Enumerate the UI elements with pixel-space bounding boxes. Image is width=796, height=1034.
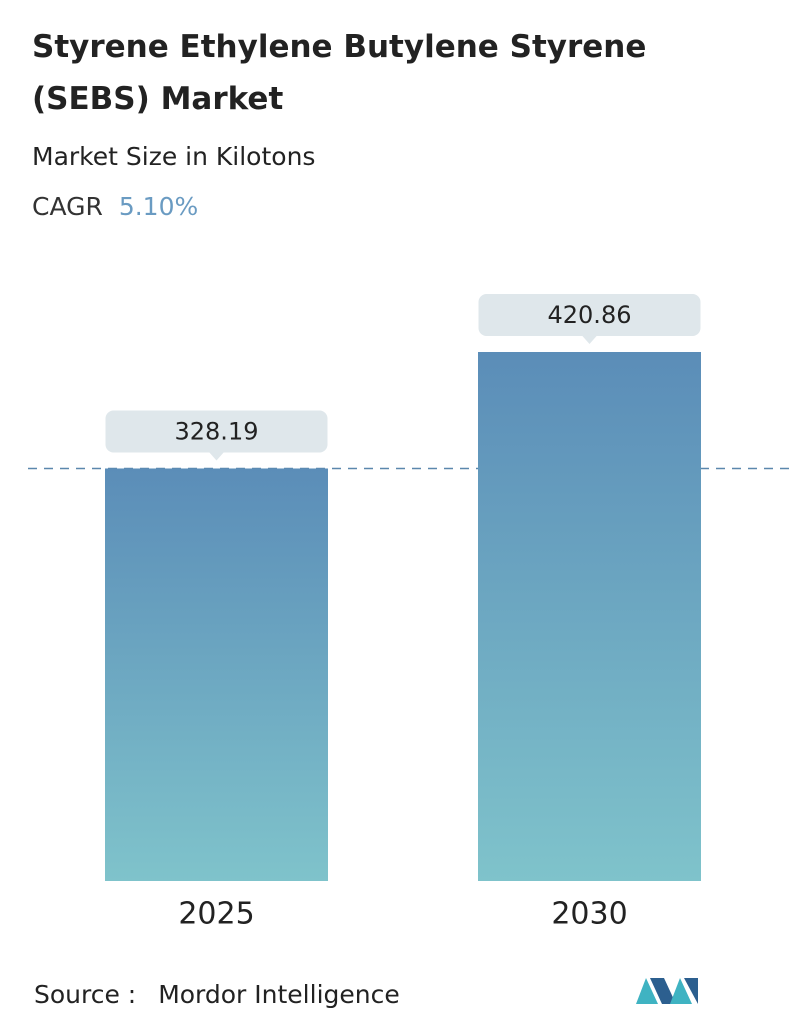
value-label-box <box>105 410 328 453</box>
x-tick-label: 2030 <box>551 897 627 932</box>
value-label-pointer <box>208 451 225 461</box>
source-name: Mordor Intelligence <box>158 980 400 1009</box>
cagr-label: CAGR <box>32 192 103 221</box>
logo <box>636 978 698 1004</box>
value-label: 328.19 <box>175 417 259 445</box>
x-tick-label: 2025 <box>178 897 254 932</box>
cagr-value: 5.10% <box>119 192 198 221</box>
chart-title: Styrene Ethylene Butylene Styrene (SEBS) … <box>32 29 646 117</box>
chart-subtitle: Market Size in Kilotons <box>32 142 315 171</box>
value-label-pointer <box>581 335 598 344</box>
bar <box>478 352 701 881</box>
cagr: CAGR 5.10% <box>32 192 198 221</box>
source: Source : Mordor Intelligence <box>34 980 400 1009</box>
value-label-box <box>478 294 701 336</box>
bar <box>105 468 328 881</box>
source-label: Source : <box>34 980 136 1009</box>
value-label: 420.86 <box>548 301 632 329</box>
